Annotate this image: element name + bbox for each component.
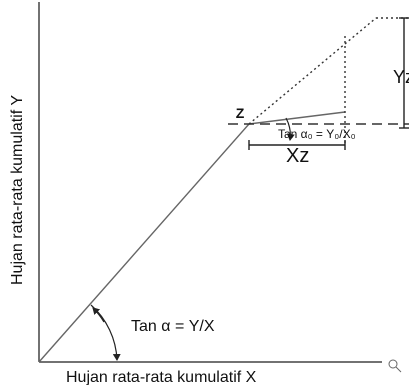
curve-segment-after-break [248, 111, 346, 125]
extended-trend-dotted-line [248, 17, 377, 125]
curve-segment-before-break [38, 123, 250, 363]
yz-label: Yz [393, 67, 409, 87]
y-axis-label: Hujan rata-rata kumulatif Y [9, 95, 26, 285]
angle-alpha0-arc [285, 117, 295, 141]
x-axis-label: Hujan rata-rata kumulatif X [66, 369, 257, 385]
angle-alpha-arc-start [92, 307, 105, 323]
break-point-label: Z [236, 105, 245, 121]
angle-alpha-label: Tan α = Y/X [131, 318, 215, 335]
xz-label: Xz [286, 145, 309, 167]
angle-alpha-arc [90, 304, 121, 361]
magnifier-icon[interactable] [388, 359, 402, 373]
angle-alpha0-label: Tan α₀ = Y₀/X₀ [278, 127, 356, 141]
